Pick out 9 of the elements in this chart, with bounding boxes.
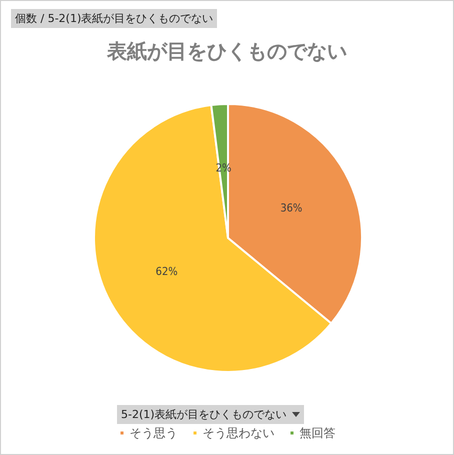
data-label: 62% [156,265,178,278]
legend-label: そう思う [130,426,178,440]
data-label: 36% [280,202,302,215]
chart-title: 表紙が目をひくものでない [106,41,347,63]
legend-label: そう思わない [202,426,274,440]
chart-subtitle: 個数 / 5-2(1)表紙が目をひくものでない [11,9,218,28]
legend-label: 無回答 [300,426,336,440]
data-label: 2% [216,162,232,175]
legend-title: 5-2(1)表紙が目をひくものでない [121,408,287,421]
